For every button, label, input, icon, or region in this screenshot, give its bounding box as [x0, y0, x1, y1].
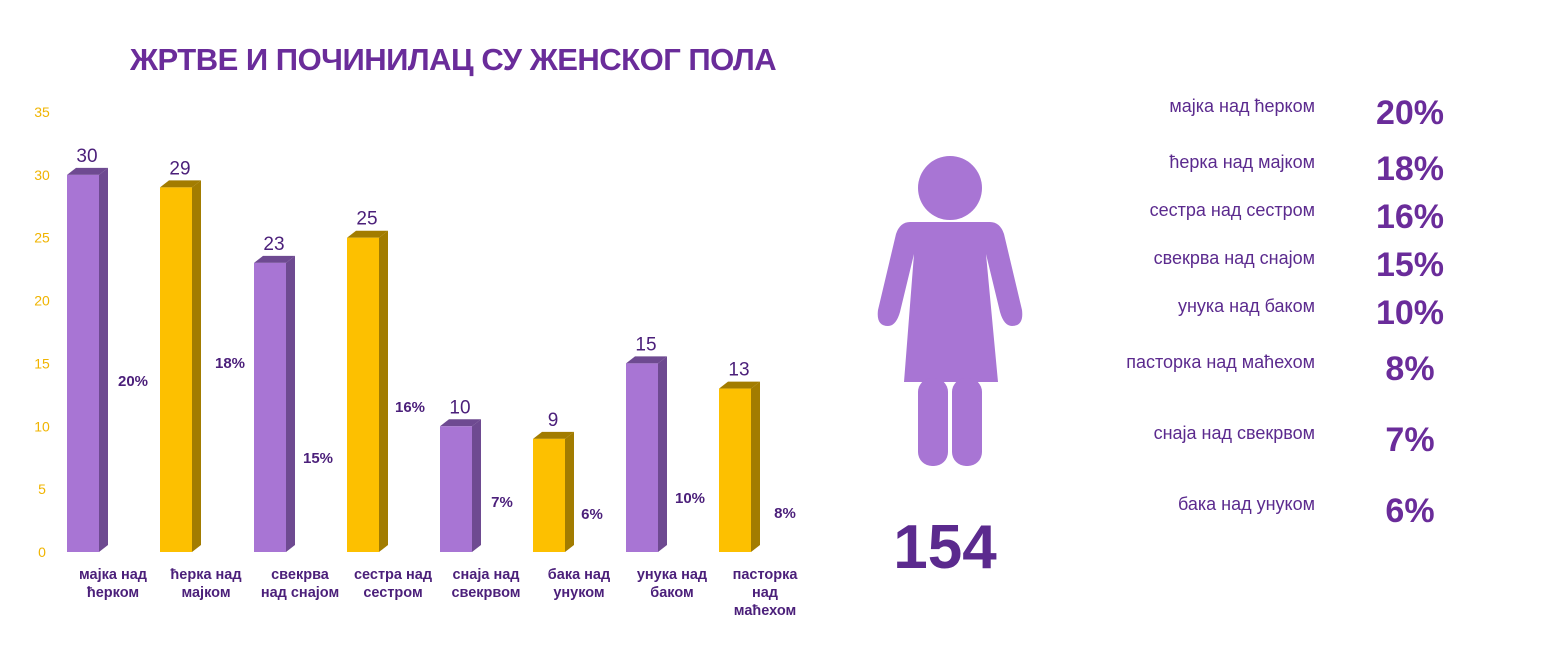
- category-label-line: над снајом: [260, 585, 340, 601]
- category-label: унука над баком: [617, 566, 727, 602]
- category-label-line: унука над: [636, 567, 708, 583]
- bar-side: [379, 230, 388, 552]
- y-tick-label: 15: [34, 355, 50, 371]
- bar: [440, 426, 472, 552]
- y-tick-label: 5: [38, 481, 46, 497]
- category-label-line: пасторка: [732, 567, 798, 583]
- summary-percent: 20%: [1375, 94, 1445, 132]
- category-label: сестра над сестром: [338, 566, 448, 602]
- bar-top: [626, 356, 667, 364]
- y-tick-label: 0: [38, 544, 46, 560]
- percent-label: 18%: [215, 355, 245, 372]
- category-label-line: свекрвом: [451, 585, 521, 601]
- percent-label: 15%: [303, 450, 333, 467]
- summary-percent: 15%: [1375, 246, 1445, 284]
- bar: [533, 438, 565, 552]
- total-count: 154: [893, 513, 997, 582]
- bar: [626, 363, 658, 552]
- bar-side: [472, 419, 481, 552]
- percent-label: 8%: [774, 505, 796, 522]
- category-label-line: над: [751, 585, 779, 601]
- bar: [67, 174, 99, 552]
- category-label-line: сестра над: [353, 567, 433, 583]
- bar: [719, 388, 751, 552]
- chart-title: ЖРТВЕ И ПОЧИНИЛАЦ СУ ЖЕНСКОГ ПОЛА: [130, 42, 777, 77]
- bar-side: [192, 180, 201, 552]
- bar-chart: 0 5 10 15 20 25 30 35 30 20% 29 18% 23 15% 25 16% 10 7% 9 6…: [34, 104, 796, 560]
- category-label: снаја над свекрвом: [431, 566, 541, 602]
- bar-side: [286, 255, 295, 552]
- bar-top: [440, 419, 481, 427]
- bar-top: [533, 431, 574, 439]
- category-label-line: свекрва: [271, 567, 329, 583]
- category-label-line: снаја над: [452, 567, 520, 583]
- category-label-line: мајка над: [78, 567, 147, 583]
- summary-label: пасторка над маћехом: [1126, 352, 1315, 372]
- y-tick-label: 30: [34, 167, 50, 183]
- summary-percent: 8%: [1385, 350, 1435, 388]
- category-label-line: баком: [650, 585, 694, 601]
- summary-percent: 18%: [1375, 150, 1445, 188]
- bar-side: [99, 167, 108, 552]
- category-label-line: ћерка над: [170, 567, 242, 583]
- bar-side: [565, 431, 574, 552]
- percent-label: 10%: [675, 490, 705, 507]
- bar: [254, 262, 286, 552]
- summary-label: снаја над свекрвом: [1153, 423, 1315, 443]
- category-label: свекрва над снајом: [245, 566, 355, 602]
- value-label: 25: [356, 209, 377, 230]
- category-label-line: мајком: [181, 585, 231, 601]
- y-tick-label: 35: [34, 104, 50, 120]
- summary-percent: 7%: [1385, 421, 1435, 459]
- summary-label: мајка над ћерком: [1169, 96, 1315, 116]
- y-tick-label: 10: [34, 418, 50, 434]
- percent-label: 6%: [581, 506, 603, 523]
- summary-label: унука над баком: [1177, 296, 1315, 316]
- summary-percent: 10%: [1375, 294, 1445, 332]
- value-label: 30: [76, 146, 97, 167]
- bar-top: [347, 230, 388, 238]
- category-label-line: унуком: [553, 585, 605, 601]
- bar: [347, 237, 379, 552]
- summary-label: бака над унуком: [1177, 494, 1315, 514]
- category-label-line: бака над: [547, 567, 611, 583]
- y-tick-label: 20: [34, 293, 50, 309]
- bar-top: [254, 255, 295, 263]
- percent-label: 7%: [491, 494, 513, 511]
- summary-label: сестра над сестром: [1149, 200, 1315, 220]
- value-label: 9: [548, 410, 559, 431]
- category-label: мајка над ћерком: [58, 566, 168, 602]
- category-label: пасторка над маћехом: [710, 566, 820, 620]
- woman-icon: [877, 156, 1023, 466]
- summary-percent: 16%: [1375, 198, 1445, 236]
- y-tick-label: 25: [34, 230, 50, 246]
- category-label-line: ћерком: [86, 585, 140, 601]
- bar-side: [751, 381, 760, 552]
- percent-label: 16%: [395, 399, 425, 416]
- bar-top: [160, 180, 201, 188]
- summary-label: ћерка над мајком: [1169, 152, 1315, 172]
- value-label: 13: [728, 360, 749, 381]
- percent-label: 20%: [118, 373, 148, 390]
- category-label-line: маћехом: [733, 603, 797, 619]
- value-label: 23: [263, 234, 284, 255]
- category-label: ћерка над мајком: [151, 566, 261, 602]
- bar: [160, 187, 192, 552]
- bar-side: [658, 356, 667, 552]
- bar-top: [67, 167, 108, 175]
- value-label: 10: [449, 397, 470, 418]
- value-label: 15: [635, 334, 656, 355]
- bar-top: [719, 381, 760, 389]
- category-label: бака над унуком: [524, 566, 634, 602]
- summary-label: свекрва над снајом: [1153, 248, 1315, 268]
- category-label-line: сестром: [363, 585, 423, 601]
- value-label: 29: [169, 158, 190, 179]
- summary-percent: 6%: [1385, 492, 1435, 530]
